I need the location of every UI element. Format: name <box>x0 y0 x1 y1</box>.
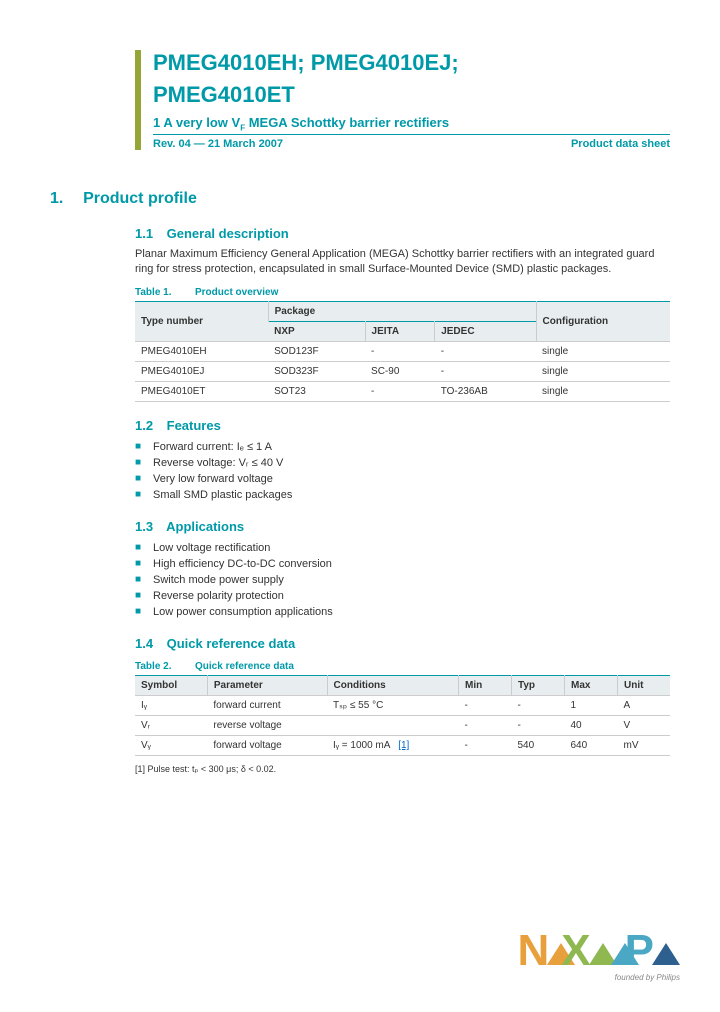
cell: - <box>459 696 512 716</box>
revision: Rev. 04 — 21 March 2007 <box>153 138 283 150</box>
title-block: PMEG4010EH; PMEG4010EJ; PMEG4010ET 1 A v… <box>135 50 670 150</box>
th-jedec: JEDEC <box>435 322 536 342</box>
main-title-2: PMEG4010ET <box>153 82 670 108</box>
cell: 540 <box>512 736 565 756</box>
cell: - <box>365 342 435 362</box>
cell: - <box>512 716 565 736</box>
cell: single <box>536 382 670 402</box>
th-config: Configuration <box>536 302 670 342</box>
cell: mV <box>618 736 671 756</box>
cell: - <box>459 716 512 736</box>
cell: Iᵧ = 1000 mA [1] <box>327 736 458 756</box>
th-symbol: Symbol <box>135 676 207 696</box>
sub-num: 1.2 <box>135 418 163 433</box>
section-1: 1. Product profile <box>50 190 670 208</box>
cell: SOD123F <box>268 342 365 362</box>
footnote: [1] Pulse test: tₚ < 300 μs; δ < 0.02. <box>135 764 670 775</box>
cell: Vᵣ <box>135 716 207 736</box>
description-text: Planar Maximum Efficiency General Applic… <box>135 247 670 277</box>
cell: - <box>435 342 536 362</box>
table-row: PMEG4010ETSOT23-TO-236ABsingle <box>135 382 670 402</box>
cell: 1 <box>565 696 618 716</box>
list-item: Reverse voltage: Vᵣ ≤ 40 V <box>135 455 670 471</box>
table1-caption: Table 1.Product overview <box>135 287 670 298</box>
th-unit: Unit <box>618 676 671 696</box>
table-row: Iᵧforward currentTₛₚ ≤ 55 °C--1A <box>135 696 670 716</box>
table-row: PMEG4010EJSOD323FSC-90-single <box>135 362 670 382</box>
th-typ: Typ <box>512 676 565 696</box>
list-item: Reverse polarity protection <box>135 588 670 604</box>
cell: Iᵧ <box>135 696 207 716</box>
rev-line: Rev. 04 — 21 March 2007 Product data she… <box>153 134 670 150</box>
sub-title: Quick reference data <box>167 636 296 651</box>
subtitle: 1 A very low VF MEGA Schottky barrier re… <box>153 115 670 133</box>
cell: - <box>512 696 565 716</box>
subsection-1-2: 1.2 Features Forward current: Iₑ ≤ 1 ARe… <box>135 418 670 503</box>
cell: PMEG4010ET <box>135 382 268 402</box>
cell: forward current <box>207 696 327 716</box>
list-item: Low power consumption applications <box>135 604 670 620</box>
cell: SOT23 <box>268 382 365 402</box>
cell: 640 <box>565 736 618 756</box>
th-jeita: JEITA <box>365 322 435 342</box>
subsection-1-1: 1.1 General description Planar Maximum E… <box>135 226 670 402</box>
cell: 40 <box>565 716 618 736</box>
cell: forward voltage <box>207 736 327 756</box>
cell: Tₛₚ ≤ 55 °C <box>327 696 458 716</box>
main-title-1: PMEG4010EH; PMEG4010EJ; <box>153 50 670 76</box>
th-type: Type number <box>135 302 268 342</box>
cell: A <box>618 696 671 716</box>
section-num: 1. <box>50 190 80 208</box>
list-item: Switch mode power supply <box>135 572 670 588</box>
cell: - <box>459 736 512 756</box>
cell: SC-90 <box>365 362 435 382</box>
cell: PMEG4010EH <box>135 342 268 362</box>
list-item: Low voltage rectification <box>135 540 670 556</box>
quick-ref-table: Symbol Parameter Conditions Min Typ Max … <box>135 675 670 756</box>
sub-title: General description <box>167 226 289 241</box>
list-item: Small SMD plastic packages <box>135 487 670 503</box>
cell: - <box>365 382 435 402</box>
list-item: Very low forward voltage <box>135 471 670 487</box>
features-list: Forward current: Iₑ ≤ 1 AReverse voltage… <box>135 439 670 503</box>
sub-title: Features <box>167 418 221 433</box>
sub-title: Applications <box>166 519 244 534</box>
cell: TO-236AB <box>435 382 536 402</box>
list-item: High efficiency DC-to-DC conversion <box>135 556 670 572</box>
cell <box>327 716 458 736</box>
table-row: Vᵧforward voltageIᵧ = 1000 mA [1]-540640… <box>135 736 670 756</box>
table-row: PMEG4010EHSOD123F--single <box>135 342 670 362</box>
th-max: Max <box>565 676 618 696</box>
footnote-ref[interactable]: [1] <box>398 740 409 751</box>
table-row: Vᵣreverse voltage--40V <box>135 716 670 736</box>
subsection-1-4: 1.4 Quick reference data Table 2.Quick r… <box>135 636 670 775</box>
th-package: Package <box>268 302 536 322</box>
applications-list: Low voltage rectificationHigh efficiency… <box>135 540 670 620</box>
th-cond: Conditions <box>327 676 458 696</box>
doc-type: Product data sheet <box>571 138 670 150</box>
cell: PMEG4010EJ <box>135 362 268 382</box>
cell: reverse voltage <box>207 716 327 736</box>
th-param: Parameter <box>207 676 327 696</box>
nxp-logo: NXP founded by Philips <box>518 931 681 982</box>
cell: Vᵧ <box>135 736 207 756</box>
cell: V <box>618 716 671 736</box>
table2-caption: Table 2.Quick reference data <box>135 661 670 672</box>
th-nxp: NXP <box>268 322 365 342</box>
product-overview-table: Type number Package Configuration NXP JE… <box>135 301 670 402</box>
sub-num: 1.4 <box>135 636 163 651</box>
sub-num: 1.1 <box>135 226 163 241</box>
th-min: Min <box>459 676 512 696</box>
list-item: Forward current: Iₑ ≤ 1 A <box>135 439 670 455</box>
cell: SOD323F <box>268 362 365 382</box>
subsection-1-3: 1.3 Applications Low voltage rectificati… <box>135 519 670 620</box>
section-title: Product profile <box>83 190 197 207</box>
cell: single <box>536 342 670 362</box>
cell: - <box>435 362 536 382</box>
sub-num: 1.3 <box>135 519 163 534</box>
cell: single <box>536 362 670 382</box>
